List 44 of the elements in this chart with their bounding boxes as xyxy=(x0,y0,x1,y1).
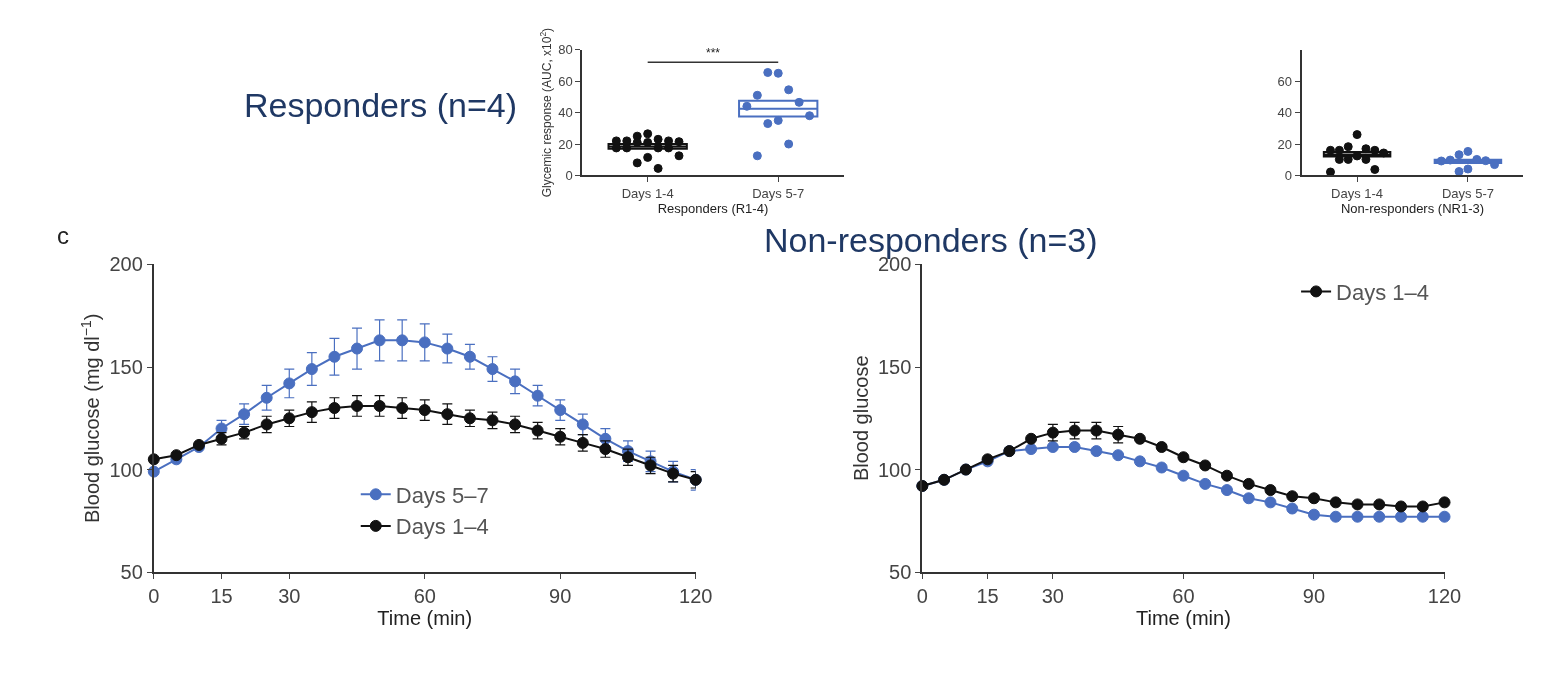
x-tick-label: 90 xyxy=(1302,585,1326,608)
x-tick-label: Days 1-4 xyxy=(1331,186,1384,202)
y-tick-label: 100 xyxy=(109,458,143,481)
y-tick-label: 150 xyxy=(877,356,912,379)
legend-label: Days 1–4 xyxy=(395,514,489,540)
x-tick-label: 60 xyxy=(413,585,436,608)
y-tick-label: 60 xyxy=(1277,73,1293,89)
x-tick-label: 0 xyxy=(148,585,160,608)
y-tick-label: 150 xyxy=(109,356,143,379)
y-tick-label: 40 xyxy=(1277,105,1293,121)
text: c xyxy=(57,222,69,249)
y-tick-label: 100 xyxy=(877,458,912,481)
y-tick-label: 50 xyxy=(120,561,143,584)
legend-label: Days 5–7 xyxy=(395,482,489,508)
x-axis-title: Non-responders (NR1-3) xyxy=(1340,201,1485,217)
y-tick-label: 0 xyxy=(1284,168,1293,184)
y-tick-label: 0 xyxy=(565,168,573,184)
y-tick-label: 20 xyxy=(558,136,573,152)
x-tick-label: Days 1-4 xyxy=(621,186,674,202)
y-tick-label: 20 xyxy=(1277,136,1293,152)
x-tick-label: 30 xyxy=(1041,585,1064,608)
x-tick-label: 120 xyxy=(679,585,713,608)
x-tick-label: 15 xyxy=(976,585,999,608)
x-axis-title: Responders (R1-4) xyxy=(657,201,769,217)
y-tick-label: 60 xyxy=(558,73,573,89)
annotation: *** xyxy=(706,46,721,60)
y-tick-label: 50 xyxy=(889,561,912,584)
y-axis-title: Blood glucose xyxy=(849,355,872,482)
x-tick-label: 60 xyxy=(1172,585,1195,608)
x-tick-label: Days 5-7 xyxy=(1441,186,1494,202)
x-tick-label: 0 xyxy=(916,585,928,608)
y-tick-label: 80 xyxy=(558,42,573,58)
x-tick-label: 90 xyxy=(549,585,572,608)
chart-title: Non-responders (n=3) xyxy=(764,221,1098,259)
x-tick-label: Days 5-7 xyxy=(752,186,805,202)
x-tick-label: 120 xyxy=(1427,585,1462,608)
x-axis-title: Time (min) xyxy=(377,607,473,630)
y-tick-label: 200 xyxy=(109,253,143,276)
legend-label: Days 1–4 xyxy=(1336,279,1430,305)
chart-title: Responders (n=4) xyxy=(244,86,518,124)
x-tick-label: 30 xyxy=(278,585,301,608)
x-tick-label: 15 xyxy=(210,585,233,608)
x-axis-title: Time (min) xyxy=(1136,607,1231,630)
y-tick-label: 40 xyxy=(558,105,573,121)
